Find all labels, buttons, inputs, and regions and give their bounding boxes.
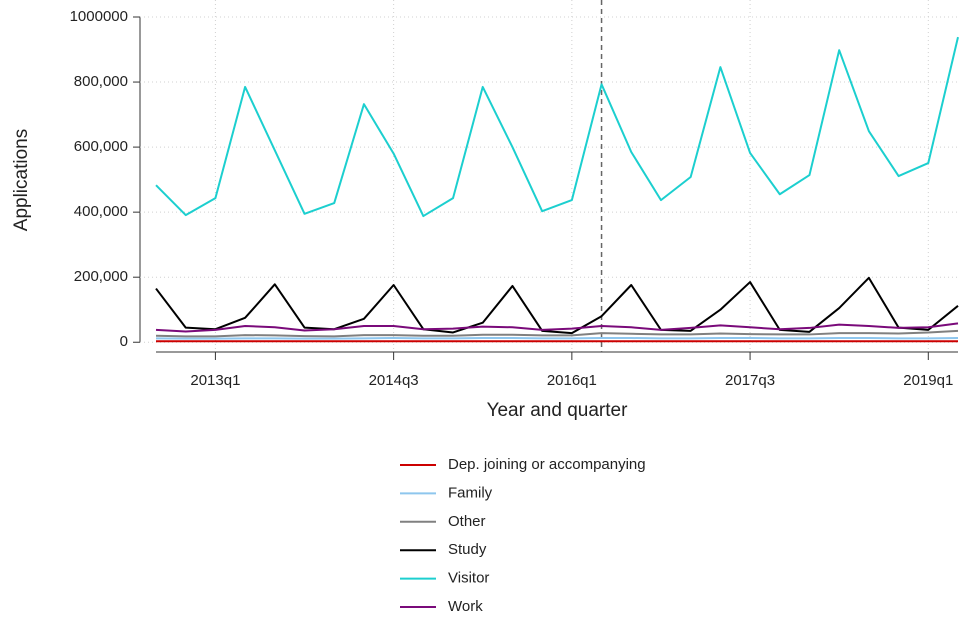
series-line [155,337,959,340]
series-line [155,329,959,338]
y-tick-label: 1000000 [70,8,128,25]
x-tick-label: 2013q1 [190,372,240,389]
y-tick-label: 400,000 [74,203,128,220]
x-tick-label: 2019q1 [903,372,953,389]
legend-label: Visitor [448,570,489,587]
legend-label: Work [448,598,483,615]
x-tick-label: 2016q1 [547,372,597,389]
legend-label: Family [448,484,493,501]
legend-label: Study [448,541,487,558]
legend-label: Other [448,513,486,530]
series-line [155,322,959,333]
series-line [155,276,959,335]
x-axis-title: Year and quarter [487,400,629,421]
x-tick-label: 2014q3 [369,372,419,389]
y-tick-label: 800,000 [74,73,128,90]
legend-label: Dep. joining or accompanying [448,456,646,473]
y-tick-label: 200,000 [74,268,128,285]
y-tick-label: 0 [120,333,128,350]
y-tick-label: 600,000 [74,138,128,155]
x-tick-label: 2017q3 [725,372,775,389]
series-line [155,36,959,218]
y-axis-title: Applications [11,129,32,231]
